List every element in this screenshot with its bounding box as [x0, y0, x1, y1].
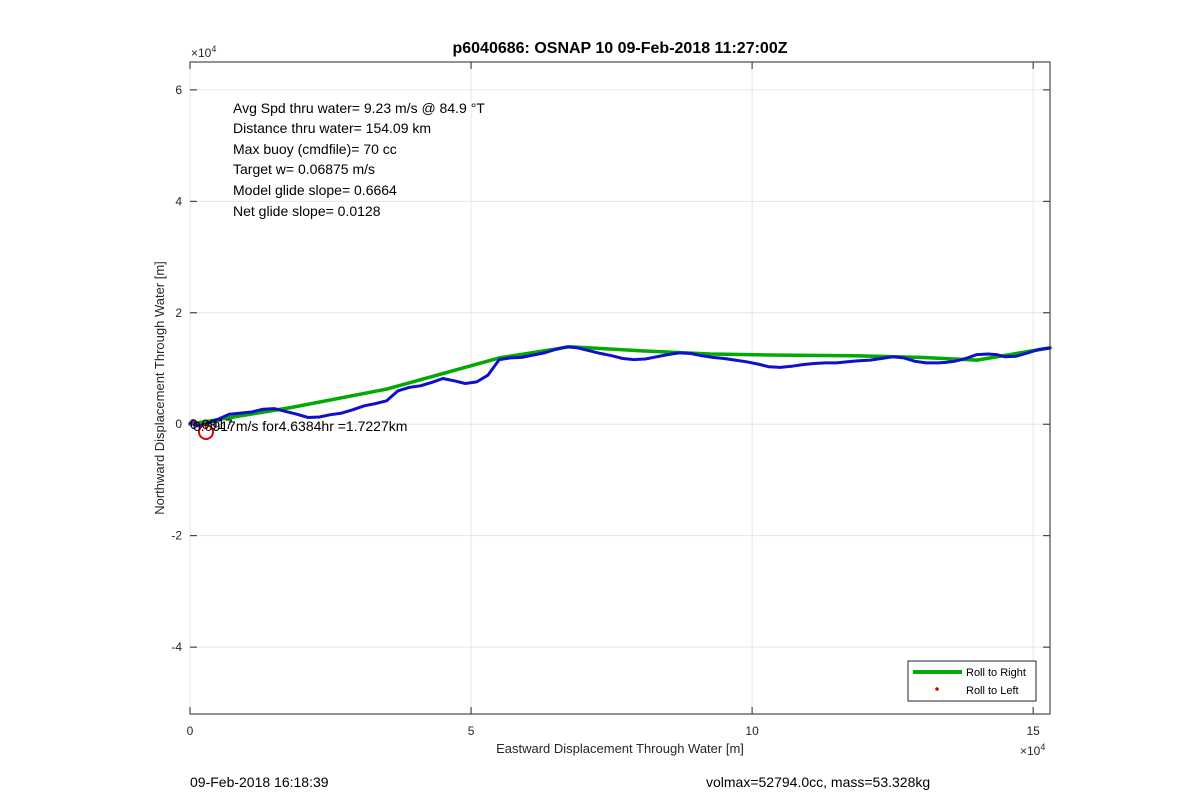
stats-block: Avg Spd thru water= 9.23 m/s @ 84.9 °T D… [233, 100, 485, 219]
x-exponent-label: ×104 [1020, 742, 1045, 758]
stats-line: Avg Spd thru water= 9.23 m/s @ 84.9 °T [233, 100, 485, 116]
y-tick-label: 0 [175, 417, 182, 431]
stats-line: Model glide slope= 0.6664 [233, 182, 397, 198]
x-axis-label: Eastward Displacement Through Water [m] [496, 741, 744, 756]
plot-area [189, 61, 1051, 715]
legend-label-roll-right: Roll to Right [966, 667, 1026, 679]
series-layer [188, 345, 1052, 428]
stats-line: Max buoy (cmdfile)= 70 cc [233, 141, 397, 157]
stats-line: Net glide slope= 0.0128 [233, 203, 381, 219]
x-tick-label: 0 [187, 724, 194, 738]
overlap-label: 0.0917 [190, 416, 233, 432]
footer-timestamp: 09-Feb-2018 16:18:39 [190, 774, 329, 790]
series-line-roll-right [188, 345, 1052, 426]
x-tick-label: 15 [1026, 724, 1040, 738]
stats-line: Target w= 0.06875 m/s [233, 161, 375, 177]
series-line-glider-track [188, 345, 1052, 428]
y-tick-label: 6 [175, 83, 182, 97]
x-tick-label: 10 [745, 724, 759, 738]
y-tick-label: 4 [175, 194, 182, 208]
current-annotation: 0.0917m/s for4.6384hr =1.7227km [193, 418, 407, 434]
x-tick-label: 5 [468, 724, 475, 738]
start-marker-red-circle [198, 424, 214, 440]
legend-label-roll-left: Roll to Left [966, 685, 1019, 697]
y-tick-label: 2 [175, 306, 182, 320]
axis-ticks: 0 5 10 15 -4 -2 0 2 4 6 [171, 62, 1050, 738]
chart-title: p6040686: OSNAP 10 09-Feb-2018 11:27:00Z [452, 40, 787, 57]
footer-stats: volmax=52794.0cc, mass=53.328kg [706, 774, 930, 790]
y-axis-label: Northward Displacement Through Water [m] [152, 261, 167, 515]
start-marker-purple-dot [190, 419, 196, 425]
legend-swatch-roll-left [935, 687, 939, 691]
stats-line: Distance thru water= 154.09 km [233, 120, 431, 136]
y-tick-label: -4 [171, 640, 182, 654]
legend-box [907, 660, 1037, 702]
grid-lines [189, 62, 1050, 714]
y-tick-label: -2 [171, 529, 182, 543]
legend: Roll to Right Roll to Left [907, 660, 1037, 702]
y-exponent-label: ×104 [191, 44, 216, 60]
